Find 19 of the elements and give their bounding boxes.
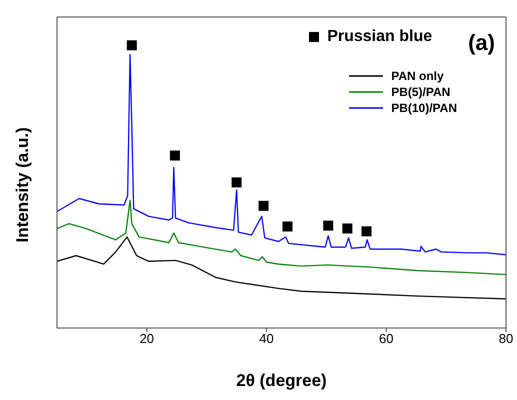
point — [170, 150, 180, 161]
x-tick-label: 80 — [498, 331, 514, 346]
y-axis-title: Intensity (a.u.) — [13, 127, 32, 242]
point — [258, 200, 269, 211]
annotation: (a) — [468, 30, 495, 56]
legend-label: PB(10)/PAN — [391, 100, 457, 116]
point — [362, 226, 372, 236]
x-tick-label: 60 — [379, 331, 394, 346]
point — [126, 40, 137, 50]
legend-label: Prussian blue — [327, 28, 432, 46]
point — [323, 220, 334, 231]
point — [282, 222, 292, 232]
x-tick-label: 20 — [140, 331, 154, 346]
x-tick-label: 40 — [259, 331, 274, 346]
point — [232, 177, 242, 188]
legend-label: PB(5)/PAN — [391, 84, 450, 100]
x-axis-title: 2θ (degree) — [236, 371, 327, 390]
legend-label: PAN only — [391, 68, 444, 84]
point — [342, 223, 352, 234]
